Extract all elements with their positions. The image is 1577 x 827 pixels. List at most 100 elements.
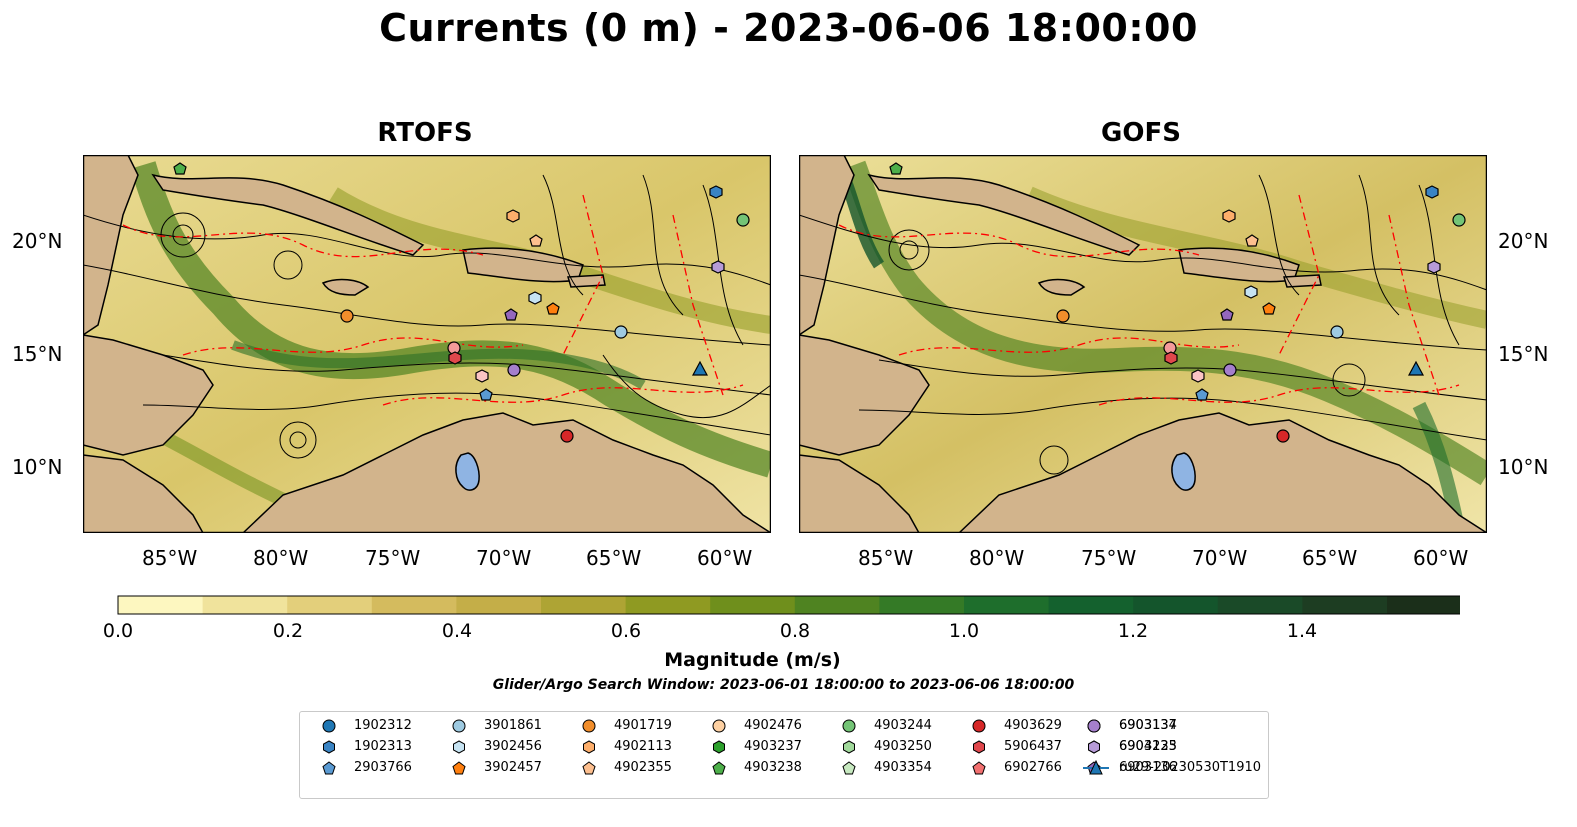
legend-label: 6902766 <box>1004 760 1062 775</box>
colorbar-segment <box>710 596 796 614</box>
circle-marker-icon <box>842 719 856 733</box>
legend-label: 3901861 <box>484 718 542 733</box>
float-6903136[interactable] <box>1220 308 1234 321</box>
map-panel-rtofs[interactable] <box>83 155 771 533</box>
legend-label: 4903238 <box>744 760 802 775</box>
hexagon-marker-icon <box>973 740 985 754</box>
land-south-america <box>957 412 1487 533</box>
hexagon-marker-icon <box>323 740 335 754</box>
colorbar-tick: 0.0 <box>102 620 134 642</box>
legend-label: 6903137 <box>1119 718 1177 733</box>
legend-label: 2903766 <box>354 760 412 775</box>
hexagon-marker-icon <box>843 740 855 754</box>
lat-label-left-10: 10°N <box>12 455 63 479</box>
lake-maracaibo <box>455 452 480 491</box>
float-4903629[interactable] <box>560 429 574 443</box>
float-4903238[interactable] <box>173 162 187 175</box>
float-3902457[interactable] <box>546 302 560 315</box>
float-4902113[interactable] <box>506 209 520 223</box>
colorbar-tick: 0.6 <box>610 620 642 642</box>
legend-label: 4903629 <box>1004 718 1062 733</box>
float-6903137[interactable] <box>1223 363 1237 377</box>
pentagon-marker-icon <box>582 761 596 775</box>
float-1902313[interactable] <box>709 185 723 199</box>
legend-label: ru29-20230530T1910 <box>1119 760 1262 775</box>
panel-title-rtofs: RTOFS <box>377 118 473 148</box>
glider-ru29[interactable] <box>691 360 709 376</box>
land-panama <box>799 454 920 533</box>
colorbar-segment <box>287 596 373 614</box>
float-6903136[interactable] <box>504 308 518 321</box>
float-3901861[interactable] <box>614 325 628 339</box>
float-1902313[interactable] <box>1425 185 1439 199</box>
colorbar-tick: 0.4 <box>441 620 473 642</box>
float-2903766[interactable] <box>479 388 493 401</box>
float-markers <box>889 162 1466 443</box>
legend-label: 4903250 <box>874 739 932 754</box>
float-4901719[interactable] <box>1056 309 1070 323</box>
hexagon-marker-icon <box>583 740 595 754</box>
legend-label: 4902476 <box>744 718 802 733</box>
float-3902456[interactable] <box>1244 285 1258 299</box>
float-4901719[interactable] <box>340 309 354 323</box>
colorbar-tick: 0.2 <box>272 620 304 642</box>
float-2903766[interactable] <box>1195 388 1209 401</box>
float-6904223[interactable] <box>711 260 725 274</box>
float-4902355[interactable] <box>529 234 543 247</box>
land-puerto-rico <box>567 274 606 288</box>
float-3902456[interactable] <box>528 291 542 305</box>
float-3901861[interactable] <box>1330 325 1344 339</box>
float-4903244[interactable] <box>736 213 750 227</box>
float-5906437[interactable] <box>1164 351 1178 365</box>
float-5906437[interactable] <box>448 351 462 365</box>
float-6903135[interactable] <box>475 369 489 383</box>
land-panama <box>83 454 204 533</box>
legend-label: 4903237 <box>744 739 802 754</box>
lon-label: 85°W <box>858 546 914 570</box>
legend-label: 4903244 <box>874 718 932 733</box>
colorbar-svg <box>117 595 1532 615</box>
circle-marker-icon <box>712 719 726 733</box>
search-window-text: Glider/Argo Search Window: 2023-06-01 18… <box>492 677 1075 693</box>
legend: 1902312 1902313 2903766 3901861 3902456 39024… <box>299 711 1269 799</box>
legend-label: 6903135 <box>1119 739 1177 754</box>
map-rtofs-svg <box>83 155 771 533</box>
colorbar-segment <box>371 596 457 614</box>
colorbar-segment <box>1217 596 1303 614</box>
float-4903629[interactable] <box>1276 429 1290 443</box>
map-panel-gofs[interactable] <box>799 155 1487 533</box>
float-4902355[interactable] <box>1245 234 1259 247</box>
land-yucatan <box>799 155 855 336</box>
colorbar-segment <box>541 596 627 614</box>
float-4903244[interactable] <box>1452 213 1466 227</box>
triangle-line-marker-icon <box>1083 760 1109 775</box>
lon-label: 60°W <box>697 546 753 570</box>
legend-label: 4902355 <box>614 760 672 775</box>
lon-label: 80°W <box>253 546 309 570</box>
land-central-america <box>83 334 214 456</box>
colorbar-segment <box>1048 596 1134 614</box>
float-4903238[interactable] <box>889 162 903 175</box>
colorbar-segment <box>1133 596 1219 614</box>
land-puerto-rico <box>1283 274 1322 288</box>
lat-label-left-15: 15°N <box>12 342 63 366</box>
colorbar-tick: 1.4 <box>1286 620 1318 642</box>
hexagon-marker-icon <box>1088 740 1100 754</box>
streamlines <box>799 174 1487 475</box>
legend-label: 4901719 <box>614 718 672 733</box>
map-frame <box>83 155 771 533</box>
land-central-america <box>799 334 930 456</box>
current-core <box>231 340 646 390</box>
lat-label-right-10: 10°N <box>1498 455 1549 479</box>
lon-label: 75°W <box>365 546 421 570</box>
float-6903137[interactable] <box>507 363 521 377</box>
lon-label: 70°W <box>476 546 532 570</box>
legend-label: 4902113 <box>614 739 672 754</box>
map-gofs-svg <box>799 155 1487 533</box>
glider-ru29[interactable] <box>1407 360 1425 376</box>
float-6903135[interactable] <box>1191 369 1205 383</box>
land-jamaica <box>321 278 370 296</box>
float-4902113[interactable] <box>1222 209 1236 223</box>
float-3902457[interactable] <box>1262 302 1276 315</box>
float-6904223[interactable] <box>1427 260 1441 274</box>
